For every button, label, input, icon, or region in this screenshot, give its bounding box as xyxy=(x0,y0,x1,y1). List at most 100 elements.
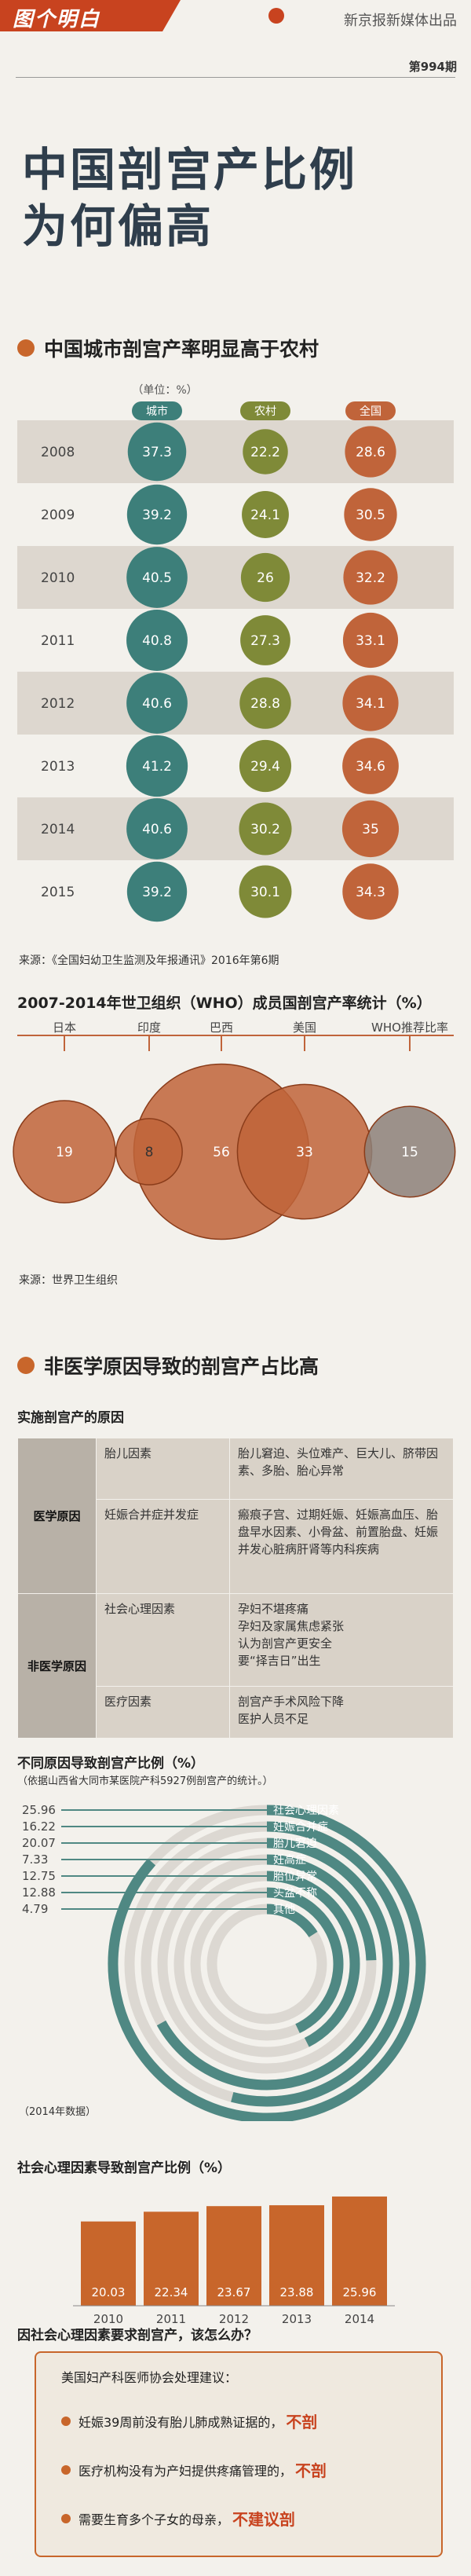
bubble-value: 34.1 xyxy=(356,696,385,712)
detail-cell: 剖宫产手术风险下降 医护人员不足 xyxy=(229,1686,454,1739)
data-bubble xyxy=(342,675,399,731)
section-dot-icon xyxy=(17,339,35,357)
data-bubble xyxy=(239,802,292,856)
data-bubble xyxy=(239,739,292,793)
country-label: 巴西 xyxy=(210,1021,233,1035)
bubble-value: 40.6 xyxy=(142,822,172,837)
data-bubble xyxy=(342,863,399,920)
bullet-icon xyxy=(61,2464,71,2475)
reason-label: 头盆不称 xyxy=(273,1887,317,1900)
reason-value: 12.75 xyxy=(22,1869,56,1883)
bubble-value: 22.2 xyxy=(250,445,280,460)
radial-bar xyxy=(156,1838,393,2090)
section-urban-rural-title-text: 中国城市剖宫产率明显高于农村 xyxy=(44,338,319,361)
bubble-value: 33.1 xyxy=(356,633,385,649)
data-bubble xyxy=(343,550,398,605)
detail-cell: 胎儿窘迫、头位难产、巨大儿、脐带因素、多胎、胎心异常 xyxy=(229,1438,454,1500)
social-bar-chart: 20.03 2010 22.34 2011 23.67 2012 23.88 2013 25.9… xyxy=(73,2196,395,2326)
section-dot-icon xyxy=(17,1357,35,1374)
bubble-value: 24.1 xyxy=(250,508,280,523)
country-label: 印度 xyxy=(137,1021,161,1035)
column-header-pill xyxy=(240,401,290,420)
column-header-label: 农村 xyxy=(254,405,276,418)
data-bubble xyxy=(239,865,292,918)
section-nonmedical-title-text: 非医学原因导致的剖宫产占比高 xyxy=(44,1355,319,1378)
social-chart-title: 社会心理因素导致剖宫产比例（%） xyxy=(17,2160,232,2176)
country-value: 8 xyxy=(145,1145,154,1160)
bar-value: 25.96 xyxy=(343,2285,377,2299)
advice-title: 因社会心理因素要求剖宫产，该怎么办？ xyxy=(17,2328,257,2343)
reason-label: 胎儿窘迫 xyxy=(273,1838,317,1850)
reason-value: 20.07 xyxy=(22,1836,56,1850)
advice-item: 妊娠39周前没有胎儿肺成熟证据的， 不剖 xyxy=(61,2409,317,2432)
reason-value: 12.88 xyxy=(22,1885,56,1900)
year-label: 2011 xyxy=(41,633,75,649)
section-nonmedical-title: 非医学原因导致的剖宫产占比高 xyxy=(17,1351,319,1380)
advice-item: 医疗机构没有为产妇提供疼痛管理的， 不剖 xyxy=(61,2458,327,2481)
column-header-pill xyxy=(345,401,396,420)
data-bubble xyxy=(126,610,188,671)
data-bubble xyxy=(126,735,188,797)
bubble-value: 28.6 xyxy=(356,445,385,460)
bubble-value: 41.2 xyxy=(142,759,172,775)
reasons-table: 医学原因 胎儿因素 胎儿窘迫、头位难产、巨大儿、脐带因素、多胎、胎心异常 妊娠合… xyxy=(17,1438,454,1739)
subcategory-cell: 医疗因素 xyxy=(96,1686,230,1739)
bar-value: 23.88 xyxy=(280,2285,314,2299)
year-label: 2012 xyxy=(41,696,75,712)
publisher-emblem-icon xyxy=(268,8,284,24)
data-bubble xyxy=(126,547,188,608)
header-divider xyxy=(16,77,455,78)
bullet-icon xyxy=(61,2513,71,2523)
bubble-value: 27.3 xyxy=(250,633,280,649)
reason-value: 4.79 xyxy=(22,1902,48,1916)
radial-bar xyxy=(266,1854,377,1961)
urban-rural-chart: （单位：%） 城市 农村 全国 2008 37.3 22.2 28.6 2009 39.2 24.1… xyxy=(17,384,454,922)
bar-value: 22.34 xyxy=(155,2285,188,2299)
data-bubble xyxy=(239,677,291,729)
country-value: 33 xyxy=(296,1145,313,1160)
bubble-value: 30.1 xyxy=(250,885,280,900)
reason-value: 25.96 xyxy=(22,1803,56,1817)
advice-item-emphasis: 不剖 xyxy=(295,2461,327,2480)
country-value: 19 xyxy=(56,1145,73,1160)
country-label: 日本 xyxy=(53,1021,76,1035)
data-bubble xyxy=(242,491,289,538)
year-label: 2013 xyxy=(41,759,75,775)
bubble-value: 28.8 xyxy=(250,696,280,712)
header: 图个明白 新京报新媒体出品 xyxy=(0,0,471,47)
country-bubble xyxy=(363,1105,456,1198)
detail-cell: 瘢痕子宫、过期妊娠、妊娠高血压、胎盘早水因素、小骨盆、前置胎盘、妊娠并发心脏病肝… xyxy=(229,1499,454,1594)
subcategory-cell: 妊娠合并症并发症 xyxy=(96,1499,230,1594)
advice-item-text: 医疗机构没有为产妇提供疼痛管理的， xyxy=(78,2463,293,2479)
radial-bar xyxy=(266,1871,360,2047)
bubble-value: 32.2 xyxy=(356,570,385,586)
bar-value: 23.67 xyxy=(217,2285,251,2299)
bubble-value: 37.3 xyxy=(142,445,172,460)
title-line-2: 为何偏高 xyxy=(22,200,214,253)
data-bubble xyxy=(127,422,187,482)
data-bubble xyxy=(240,615,290,665)
section-urban-rural-title: 中国城市剖宫产率明显高于农村 xyxy=(17,334,319,362)
bubble-value: 35 xyxy=(362,822,379,837)
detail-cell: 孕妇不堪疼痛 孕妇及家属焦虑紧张 认为剖宫产更安全 要“择吉日”出生 xyxy=(229,1593,454,1687)
advice-item-emphasis: 不建议剖 xyxy=(232,2510,296,2529)
country-label: WHO推荐比率 xyxy=(371,1021,448,1035)
radial-bar xyxy=(108,1805,426,2121)
table-row: 医疗因素 剖宫产手术风险下降 医护人员不足 xyxy=(18,1686,454,1739)
bubble-value: 30.2 xyxy=(250,822,280,837)
data-bubble xyxy=(344,488,397,541)
bubble-value: 26 xyxy=(257,570,274,586)
logo: 图个明白 xyxy=(0,0,181,31)
subcategory-cell: 胎儿因素 xyxy=(96,1438,230,1500)
radial-bar xyxy=(266,1887,344,2034)
reasons-chart-title: 不同原因导致剖宫产比例（%） xyxy=(17,1756,205,1772)
publisher-label: 新京报新媒体出品 xyxy=(344,13,457,29)
bar xyxy=(144,2211,199,2306)
data-bubble xyxy=(342,612,399,669)
reason-label: 胎位异常 xyxy=(273,1871,317,1883)
year-label: 2015 xyxy=(41,885,75,900)
bar xyxy=(269,2205,324,2306)
issue-number: 第994期 xyxy=(408,60,457,74)
bubble-value: 40.8 xyxy=(142,633,172,649)
bar-value: 20.03 xyxy=(92,2285,126,2299)
